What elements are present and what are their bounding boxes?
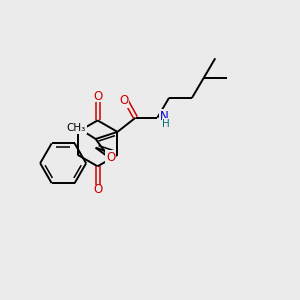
- Text: O: O: [93, 90, 102, 103]
- Text: O: O: [106, 151, 115, 164]
- Text: CH₃: CH₃: [67, 123, 86, 134]
- Text: O: O: [119, 94, 129, 107]
- Text: H: H: [162, 119, 170, 129]
- Text: N: N: [160, 110, 169, 123]
- Text: O: O: [93, 183, 102, 196]
